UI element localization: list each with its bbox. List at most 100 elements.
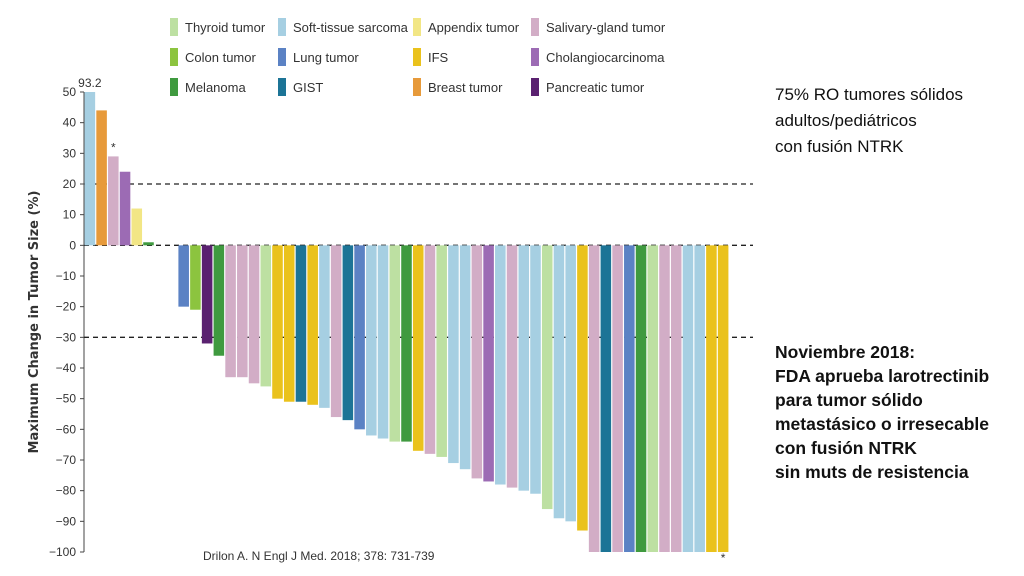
y-tick-label: −50 [56,392,77,406]
legend-swatch [278,78,286,96]
legend-swatch [531,18,539,36]
bar [237,245,248,378]
y-tick-label: 50 [63,85,77,99]
summary-note-line: 75% RO tumores sólidos [775,85,964,104]
summary-note: 75% RO tumores sólidos adultos/pediátric… [775,82,1020,160]
y-tick-label: 0 [69,238,76,252]
bar [588,245,600,553]
legend-item: GIST [278,78,323,96]
bar [307,245,318,405]
legend-label: Thyroid tumor [185,20,266,35]
legend-label: Colon tumor [185,50,256,65]
bar [647,245,659,553]
bar [366,245,377,436]
bar [213,245,225,356]
bar [225,245,236,378]
bar [518,245,530,491]
summary-note-line: con fusión NTRK [775,137,904,156]
bar [108,156,119,246]
y-tick-label: −20 [56,300,77,314]
legend-item: Melanoma [170,78,246,96]
legend-swatch [531,48,539,66]
legend-label: Salivary-gland tumor [546,20,666,35]
legend-item: Salivary-gland tumor [531,18,666,36]
legend-item: Cholangiocarcinoma [531,48,665,66]
legend-swatch [413,78,421,96]
fda-note-line: sin muts de resistencia [775,462,969,482]
legend-label: Pancreatic tumor [546,80,645,95]
bar [131,208,143,246]
legend-swatch [170,48,178,66]
bar [424,245,436,454]
fda-note-line: FDA aprueba larotrectinib [775,366,990,386]
y-tick-label: −100 [49,545,76,559]
y-tick-label: 40 [63,116,77,130]
bar [412,245,424,451]
legend-item: Soft-tissue sarcoma [278,18,409,36]
y-tick-label: −80 [56,484,77,498]
bar [401,245,412,442]
bar [717,245,729,553]
bar [448,245,459,464]
bar [354,245,365,430]
bar-label: 93.2 [78,76,102,90]
y-tick-label: −70 [56,453,77,467]
legend-label: Soft-tissue sarcoma [293,20,409,35]
bar [201,245,213,344]
bar [612,245,623,553]
y-tick-label: 30 [63,146,77,160]
legend-label: Melanoma [185,80,246,95]
bar [330,245,342,418]
legend-label: Cholangiocarcinoma [546,50,665,65]
bar [84,92,96,246]
bar [295,245,307,402]
legend-label: Lung tumor [293,50,359,65]
y-tick-label: −90 [56,514,77,528]
bar [471,245,483,479]
bar [96,110,107,246]
bar [143,242,154,246]
bar [495,245,506,485]
summary-note-line: adultos/pediátricos [775,111,917,130]
bar [635,245,647,553]
bar [483,245,494,482]
chart-bars [84,92,729,553]
y-axis: 50 40 30 20 10 0 −10 −20 −30 −40 −50 −60 −70 −80 −90 −1… [49,85,85,559]
legend-swatch [413,18,421,36]
legend-swatch [531,78,539,96]
legend-item: Thyroid tumor [170,18,266,36]
fda-note-line: con fusión NTRK [775,438,917,458]
y-axis-label-group: Maximum Change in Tumor Size (%) [27,191,42,454]
bar [190,245,201,310]
y-tick-label: −10 [56,269,77,283]
legend-label: Appendix tumor [428,20,520,35]
bar [377,245,389,439]
legend-item: IFS [413,48,449,66]
bar-label: * [721,551,726,565]
bar [119,171,131,246]
bar [459,245,471,470]
fda-note-line: Noviembre 2018: [775,342,916,362]
bar [260,245,272,387]
bar [553,245,565,519]
bar [706,245,717,553]
bar-labels: 93.2 * * [78,76,726,565]
bar [694,245,705,553]
bar [319,245,330,408]
y-tick-label: 20 [63,177,77,191]
bar [624,245,635,553]
legend-item: Breast tumor [413,78,503,96]
legend-swatch [413,48,421,66]
bar [506,245,518,488]
y-tick-label: −60 [56,422,77,436]
legend-item: Lung tumor [278,48,359,66]
y-tick-label: 10 [63,208,77,222]
bar [670,245,682,553]
bar [342,245,354,421]
fda-approval-note: Noviembre 2018: FDA aprueba larotrectini… [775,340,1020,484]
bar-label: * [111,140,116,154]
legend-swatch [278,18,286,36]
bar [178,245,189,307]
legend-label: IFS [428,50,449,65]
chart-legend: Thyroid tumor Colon tumor Melanoma Soft-tis… [170,18,666,96]
